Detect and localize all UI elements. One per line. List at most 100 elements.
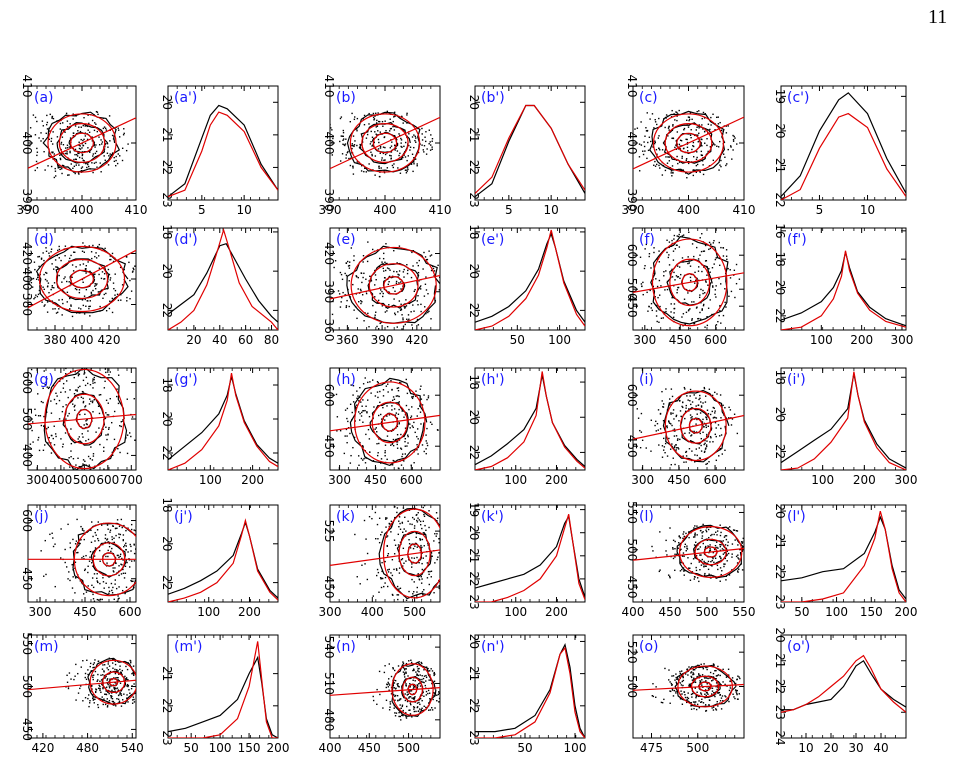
data-point (686, 548, 689, 550)
data-point (352, 401, 355, 403)
data-point (646, 291, 648, 294)
data-point (691, 243, 694, 245)
data-point (130, 435, 132, 438)
data-point (704, 142, 706, 144)
observed-profile-line (168, 655, 278, 738)
data-point (45, 271, 47, 274)
data-point (61, 172, 63, 175)
data-point (430, 144, 432, 146)
data-point (145, 540, 146, 541)
data-point (395, 712, 398, 714)
data-point (712, 159, 715, 162)
data-point (675, 414, 678, 417)
data-point (366, 412, 368, 414)
data-point (420, 423, 422, 425)
data-point (697, 404, 699, 407)
data-point (414, 158, 417, 160)
y-tick-label: 360 (322, 319, 336, 342)
data-point (35, 160, 38, 163)
data-point (715, 459, 718, 462)
data-point (103, 450, 105, 452)
data-point (715, 257, 717, 259)
data-point (314, 304, 315, 305)
data-point (705, 424, 707, 427)
data-point (395, 147, 397, 150)
data-point (146, 548, 147, 549)
data-point (368, 451, 371, 453)
data-point (671, 239, 673, 242)
data-point (389, 154, 391, 157)
data-point (653, 142, 656, 145)
data-point (120, 421, 122, 423)
data-point (421, 568, 424, 571)
data-point (81, 583, 84, 585)
data-point (625, 159, 626, 160)
data-point (392, 459, 394, 462)
data-point (53, 398, 56, 401)
data-point (672, 409, 675, 411)
data-point (685, 159, 687, 162)
data-point (719, 555, 721, 558)
data-point (83, 373, 85, 375)
x-tick-label: 500 (696, 605, 719, 619)
data-point (423, 450, 425, 453)
data-point (384, 269, 387, 272)
data-point (703, 426, 705, 428)
data-point (398, 699, 401, 701)
data-point (40, 140, 42, 142)
data-point (423, 295, 426, 297)
data-point (403, 672, 406, 674)
data-point (126, 685, 128, 687)
data-point (674, 540, 676, 543)
data-point (44, 304, 46, 306)
data-point (724, 301, 726, 304)
y-tick-label: 22 (160, 575, 174, 590)
data-point (36, 154, 38, 157)
data-point (42, 286, 44, 288)
data-point (388, 603, 389, 604)
major-axis-line (330, 549, 440, 566)
data-point (358, 301, 360, 303)
data-point (144, 679, 145, 680)
data-point (126, 561, 128, 564)
data-point (657, 137, 660, 139)
data-point (81, 154, 84, 157)
data-point (83, 424, 85, 426)
model-contour (703, 546, 718, 558)
data-point (695, 279, 697, 282)
data-point (416, 591, 418, 593)
data-point (411, 153, 414, 155)
data-point (441, 267, 442, 268)
data-point (98, 394, 101, 396)
data-point (428, 583, 430, 586)
data-point (430, 254, 433, 256)
data-point (715, 417, 718, 419)
data-point (351, 147, 353, 150)
data-point (391, 574, 394, 577)
data-point (438, 541, 440, 544)
data-point (361, 411, 363, 414)
data-point (667, 574, 670, 576)
data-point (654, 121, 657, 123)
data-point (701, 532, 703, 534)
data-point (124, 572, 127, 574)
data-point (420, 681, 423, 683)
data-point (690, 403, 692, 406)
data-point (76, 552, 78, 554)
data-point (429, 421, 432, 423)
plot-area (28, 110, 136, 179)
data-point (94, 691, 97, 694)
data-point (391, 559, 394, 561)
data-point (45, 247, 47, 249)
data-point (423, 705, 425, 707)
data-point (428, 129, 430, 131)
data-point (421, 444, 424, 446)
data-point (670, 303, 672, 305)
data-point (375, 126, 377, 128)
data-point (714, 144, 716, 146)
data-point (415, 594, 418, 597)
data-point (706, 324, 709, 327)
data-point (376, 380, 379, 383)
